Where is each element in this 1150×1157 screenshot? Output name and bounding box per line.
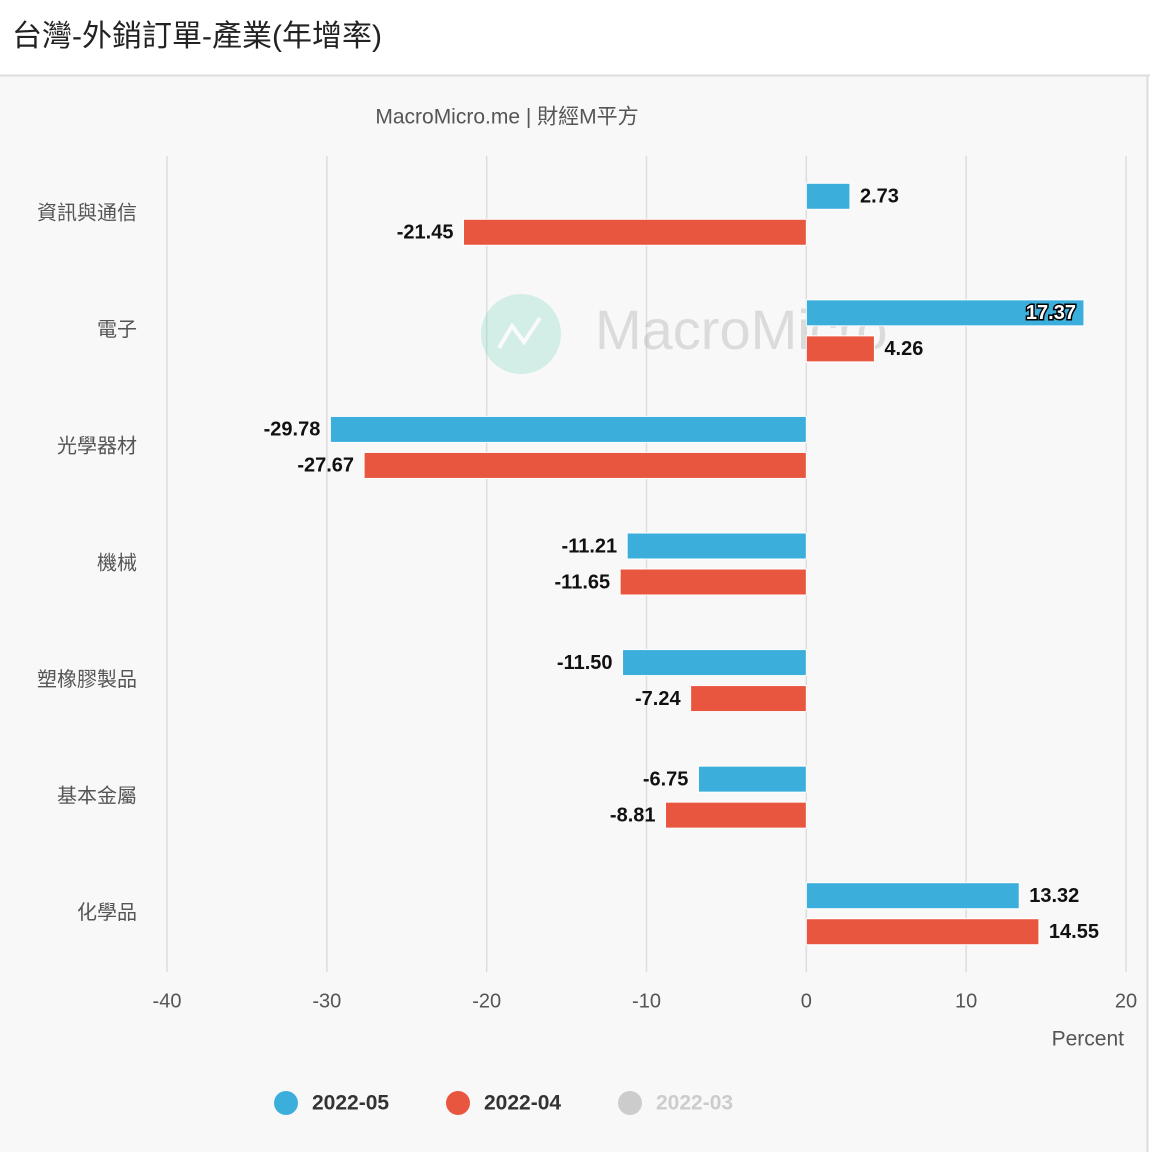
bar xyxy=(805,299,1085,327)
bar xyxy=(697,765,807,793)
data-label: 17.37 xyxy=(1026,302,1076,324)
data-label: -8.81 xyxy=(610,804,656,826)
watermark-logo xyxy=(481,294,561,374)
x-axis-label: Percent xyxy=(1052,1028,1125,1051)
y-tick-label: 塑橡膠製品 xyxy=(37,668,137,691)
data-label: 13.32 xyxy=(1029,885,1079,907)
bar xyxy=(363,451,807,479)
legend-marker xyxy=(618,1091,642,1115)
legend-marker xyxy=(274,1091,298,1115)
data-label: -11.50 xyxy=(557,652,613,674)
chart-title: 台灣-外銷訂單-產業(年增率) xyxy=(12,20,382,53)
data-label: -6.75 xyxy=(643,768,689,790)
bar xyxy=(462,218,807,246)
y-tick-label: 基本金屬 xyxy=(57,784,137,807)
data-label: -11.65 xyxy=(555,571,611,593)
legend-label[interactable]: 2022-05 xyxy=(312,1092,389,1115)
watermark-logo-line xyxy=(497,316,542,350)
y-tick-label: 光學器材 xyxy=(57,435,137,458)
data-label: 4.26 xyxy=(884,338,923,360)
legend-label[interactable]: 2022-03 xyxy=(656,1092,733,1115)
data-label: -27.67 xyxy=(297,455,354,477)
x-tick-label: -30 xyxy=(312,990,341,1012)
y-tick-label: 機械 xyxy=(97,551,137,574)
legend-label[interactable]: 2022-04 xyxy=(484,1092,561,1115)
bar xyxy=(619,568,807,596)
bar xyxy=(805,182,851,210)
data-label: 2.73 xyxy=(860,186,899,208)
data-label: 14.55 xyxy=(1049,921,1099,943)
x-tick-label: 20 xyxy=(1115,990,1137,1012)
legend-marker xyxy=(446,1091,470,1115)
bar xyxy=(690,685,807,713)
x-tick-label: 10 xyxy=(955,990,977,1012)
bar xyxy=(805,918,1040,946)
chart-panel xyxy=(0,76,1147,1152)
data-label: -29.78 xyxy=(264,419,321,441)
y-tick-label: 資訊與通信 xyxy=(37,202,137,225)
data-label: -11.21 xyxy=(562,535,618,557)
x-tick-label: -40 xyxy=(153,990,182,1012)
y-tick-label: 化學品 xyxy=(77,901,137,924)
x-tick-label: -10 xyxy=(632,990,661,1012)
x-tick-label: -20 xyxy=(472,990,501,1012)
bar xyxy=(805,335,875,363)
y-tick-label: 電子 xyxy=(97,319,137,341)
chart-subtitle: MacroMicro.me | 財經M平方 xyxy=(375,106,638,129)
bar xyxy=(622,649,807,677)
data-label: -7.24 xyxy=(635,688,681,710)
bar xyxy=(665,801,807,829)
data-label: -21.45 xyxy=(397,222,454,244)
bar xyxy=(805,882,1020,910)
bar xyxy=(329,415,807,443)
x-tick-label: 0 xyxy=(801,990,812,1012)
bar xyxy=(626,532,807,560)
